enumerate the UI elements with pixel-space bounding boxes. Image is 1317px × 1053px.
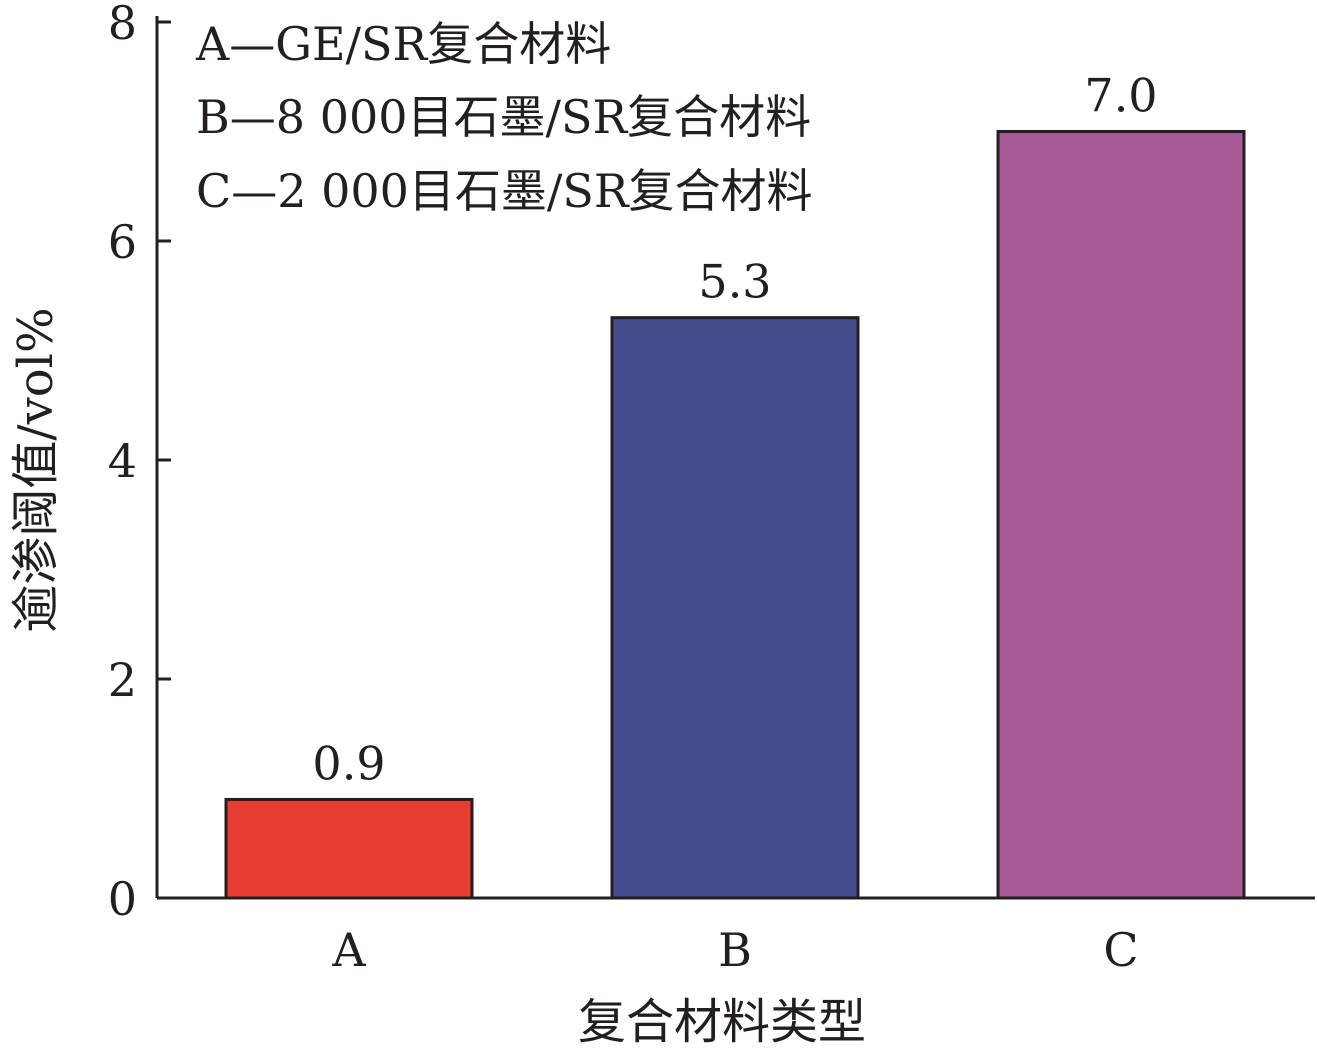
x-axis-title: 复合材料类型 — [578, 994, 866, 1050]
y-tick-label-8: 8 — [108, 0, 137, 50]
bar-b — [610, 316, 860, 900]
bar-c — [996, 130, 1246, 900]
y-tick-label-2: 2 — [108, 653, 137, 707]
data-labels-group: 0.9 5.3 7.0 — [312, 69, 1157, 791]
bars-group — [224, 130, 1246, 900]
x-tick-label-b: B — [718, 923, 752, 977]
data-label-b: 5.3 — [698, 255, 771, 309]
bar-a — [224, 797, 474, 900]
x-tick-labels-group: A B C — [331, 923, 1138, 977]
x-tick-label-a: A — [331, 923, 366, 977]
x-tick-label-c: C — [1103, 923, 1138, 977]
y-tick-label-4: 4 — [108, 434, 137, 488]
legend-entry-b: B—8 000目石墨/SR复合材料 — [196, 90, 811, 144]
y-tick-label-6: 6 — [108, 215, 137, 269]
y-axis-title: 逾渗阈值/vol% — [8, 307, 64, 632]
legend-entry-a: A—GE/SR复合材料 — [195, 17, 611, 71]
legend-entry-c: C—2 000目石墨/SR复合材料 — [196, 164, 813, 218]
legend: A—GE/SR复合材料 B—8 000目石墨/SR复合材料 C—2 000目石墨… — [195, 17, 813, 218]
data-label-c: 7.0 — [1084, 69, 1157, 123]
y-ticks-group: 0 2 4 6 8 — [108, 0, 171, 926]
y-tick-label-0: 0 — [108, 872, 137, 926]
data-label-a: 0.9 — [312, 736, 385, 790]
